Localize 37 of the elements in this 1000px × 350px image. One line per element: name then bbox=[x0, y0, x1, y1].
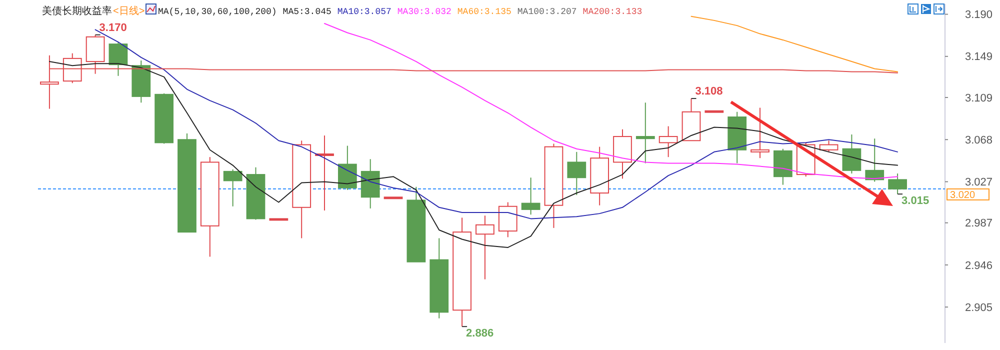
candlestick bbox=[223, 168, 242, 207]
y-tick-label: 3.027 bbox=[965, 176, 993, 189]
annotation: 3.170 bbox=[99, 22, 127, 34]
chart-title: 美债长期收益率 bbox=[42, 5, 112, 17]
candlestick bbox=[888, 173, 907, 195]
chart-subtitle: <日线> bbox=[113, 5, 145, 17]
annotation: 3.015 bbox=[902, 195, 930, 208]
candlestick bbox=[567, 151, 586, 196]
candlestick bbox=[819, 140, 838, 152]
candlestick bbox=[636, 102, 655, 164]
legend-label: MA100:3.207 bbox=[517, 7, 577, 17]
text: MA200:3.133 bbox=[582, 7, 642, 17]
y-tick-label: 3.109 bbox=[965, 92, 993, 104]
y-tick-label: 2.987 bbox=[965, 218, 993, 230]
candlestick bbox=[842, 134, 862, 174]
y-tick-label: 3.149 bbox=[965, 51, 993, 64]
candlestick bbox=[338, 145, 357, 190]
candlestick bbox=[750, 107, 770, 159]
candlestick bbox=[521, 177, 540, 216]
text: MA5:3.045 bbox=[282, 7, 332, 17]
text: MA60:3.135 bbox=[457, 7, 512, 17]
text: MA30:3.032 bbox=[397, 7, 452, 17]
line-series bbox=[324, 23, 898, 180]
text: MA10:3.057 bbox=[337, 7, 392, 17]
line-series bbox=[690, 16, 898, 72]
y-tick-label: 2.905 bbox=[965, 302, 993, 314]
candlestick bbox=[108, 42, 128, 76]
y-tick-label: 3.190 bbox=[965, 9, 993, 22]
annotation: 2.886 bbox=[466, 328, 494, 340]
legend-title: MA(5,10,30,60,100,200) bbox=[158, 7, 277, 17]
ref-line-label: 3.020 bbox=[950, 190, 976, 201]
y-tick-label: 2.946 bbox=[965, 260, 993, 272]
annotation: 3.108 bbox=[695, 86, 723, 98]
candlestick bbox=[658, 126, 678, 158]
candlestick bbox=[315, 134, 334, 211]
candlestick bbox=[476, 215, 494, 280]
y-tick-label: 3.068 bbox=[965, 134, 993, 146]
